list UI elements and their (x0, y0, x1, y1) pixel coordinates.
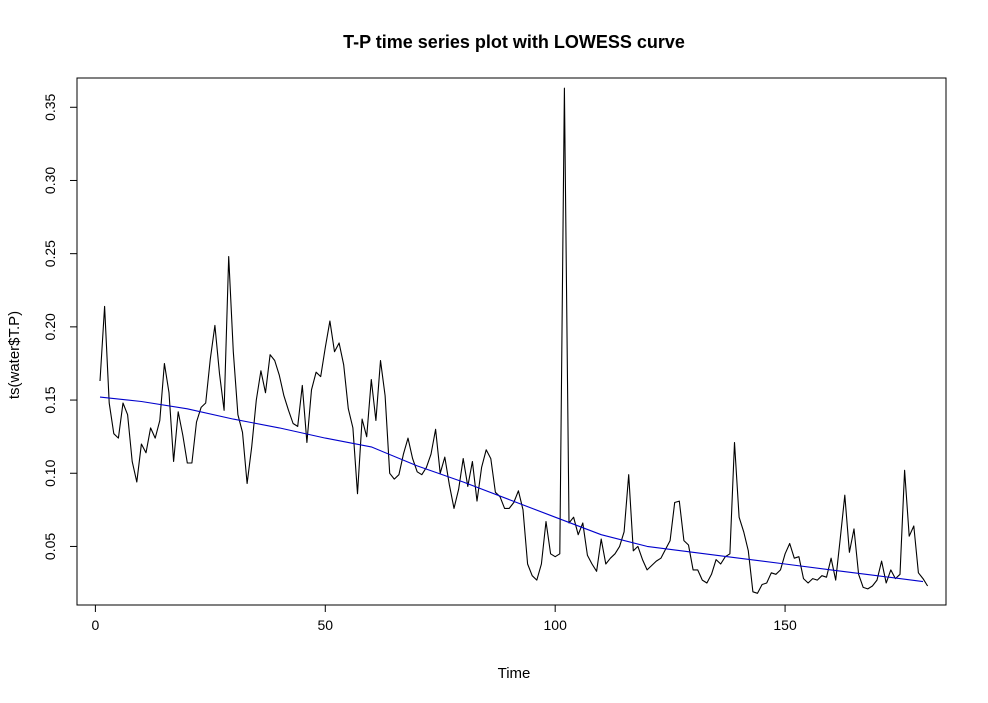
y-tick-label: 0.10 (42, 459, 58, 486)
x-tick-label: 50 (317, 617, 333, 633)
tp-series-line (99, 87, 929, 594)
y-axis-label: ts(water$T.P) (6, 311, 23, 399)
x-tick-label: 0 (91, 617, 99, 633)
x-tick-label: 100 (544, 617, 568, 633)
y-tick-label: 0.30 (42, 167, 58, 194)
plot-frame (76, 77, 947, 606)
x-axis: 0 50 100 150 (91, 604, 797, 633)
x-tick-label: 150 (773, 617, 797, 633)
y-tick-label: 0.35 (42, 93, 58, 120)
y-tick-label: 0.05 (42, 533, 58, 560)
chart-title: T-P time series plot with LOWESS curve (343, 32, 685, 52)
y-tick-label: 0.15 (42, 386, 58, 413)
lowess-curve-line (99, 396, 924, 583)
y-axis: 0.05 0.10 0.15 0.20 0.25 0.30 0.35 (42, 93, 78, 560)
y-tick-label: 0.20 (42, 313, 58, 340)
x-axis-label: Time (498, 665, 531, 682)
series-layer (99, 87, 929, 594)
y-tick-label: 0.25 (42, 240, 58, 267)
